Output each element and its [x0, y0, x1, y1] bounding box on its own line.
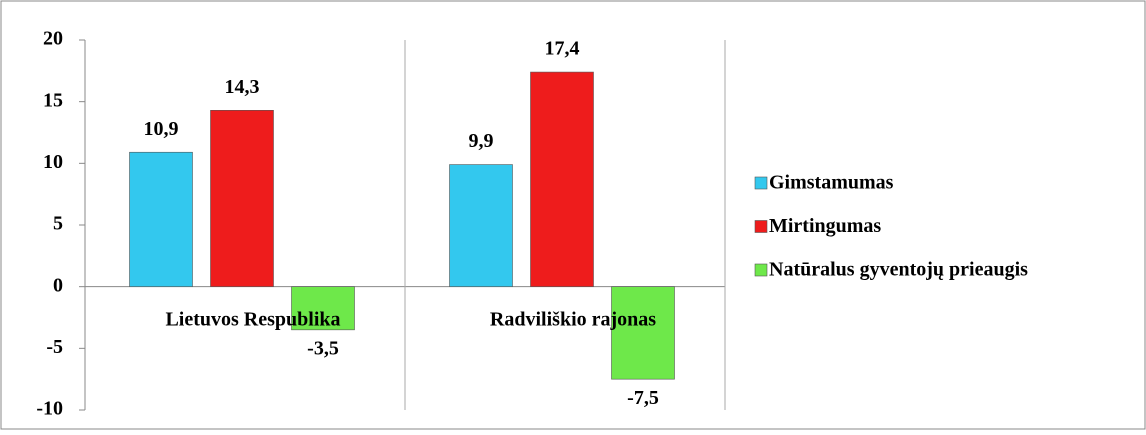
x-tick-label: Lietuvos Respublika: [165, 308, 340, 330]
bar: [129, 151, 193, 287]
y-tick-label: 15: [43, 89, 63, 111]
legend-label: Mirtingumas: [769, 215, 881, 237]
y-tick-label: 0: [53, 274, 63, 296]
data-label: -7,5: [627, 387, 659, 409]
bar: [291, 286, 355, 331]
data-label: -3,5: [307, 337, 339, 359]
y-tick-label: 10: [43, 151, 63, 173]
legend-label: Natūralus gyventojų prieaugis: [769, 259, 1028, 281]
y-tick-label: 20: [43, 28, 63, 50]
y-tick-label: -5: [46, 336, 63, 358]
legend-swatch: [754, 263, 768, 277]
y-tick-label: 5: [53, 213, 63, 235]
bar: [210, 110, 274, 287]
data-label: 9,9: [469, 130, 494, 152]
data-label: 14,3: [225, 76, 260, 98]
bar: [449, 164, 513, 287]
x-tick-label: Radviliškio rajonas: [490, 308, 656, 330]
legend-swatch: [754, 220, 768, 233]
y-tick-label: -10: [36, 398, 63, 420]
legend-swatch: [754, 176, 768, 190]
data-label: 17,4: [545, 38, 580, 60]
legend-label: Gimstamumas: [769, 172, 894, 194]
bar: [530, 71, 594, 287]
bar: [611, 286, 675, 380]
data-label: 10,9: [144, 118, 179, 140]
